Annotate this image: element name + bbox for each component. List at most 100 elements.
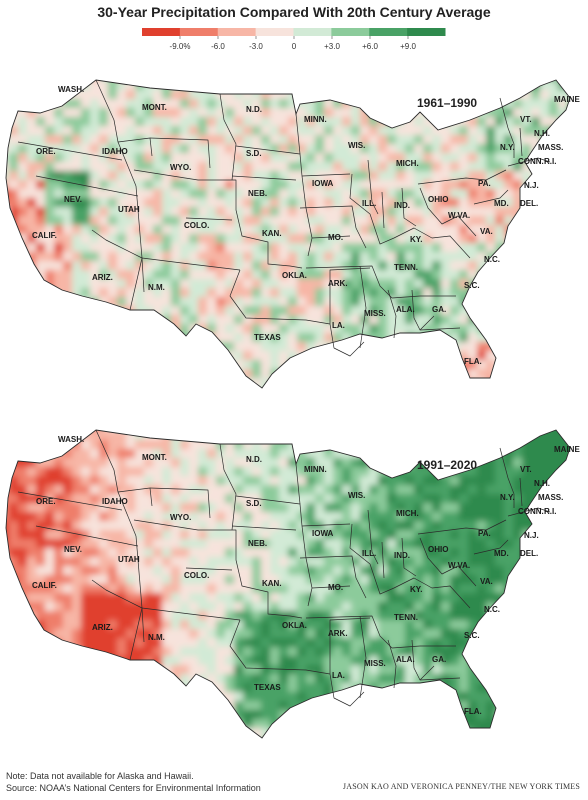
state-label: ILL. <box>362 549 376 558</box>
state-label: VA. <box>480 577 493 586</box>
map-1961-1990-svg: WASH. ORE. CALIF. IDAHO NEV. MONT. WYO. UTAH COL… <box>5 79 580 389</box>
map-1961-1990: WASH. ORE. CALIF. IDAHO NEV. MONT. WYO. UTAH COL… <box>0 58 588 408</box>
state-label: OHIO <box>428 545 448 554</box>
state-label: TENN. <box>394 263 418 272</box>
state-label: KAN. <box>262 579 282 588</box>
state-label: LA. <box>332 321 345 330</box>
state-label: CALIF. <box>32 581 57 590</box>
state-label: KAN. <box>262 229 282 238</box>
map-period-label: 1961–1990 <box>417 96 478 110</box>
state-label: WIS. <box>348 491 365 500</box>
state-label: ARK. <box>328 279 348 288</box>
legend-tick-label: +3.0 <box>324 42 340 51</box>
legend-tick-label: -9.0% <box>170 42 191 51</box>
state-label: MISS. <box>364 309 386 318</box>
state-label: N.D. <box>246 455 262 464</box>
state-label: COLO. <box>184 571 209 580</box>
state-label: ALA. <box>396 655 415 664</box>
state-label: PA. <box>478 529 491 538</box>
state-label: KY. <box>410 235 422 244</box>
state-label: N.M. <box>148 633 165 642</box>
state-label: WYO. <box>170 163 191 172</box>
legend-tick-label: +6.0 <box>362 42 378 51</box>
state-label: MAINE <box>554 445 580 454</box>
state-label: LA. <box>332 671 345 680</box>
legend-tick-label: 0 <box>292 42 297 51</box>
map-period-label: 1991–2020 <box>417 458 478 472</box>
state-label: PA. <box>478 179 491 188</box>
legend-swatch <box>217 28 257 36</box>
legend-swatch <box>407 28 446 36</box>
state-label: N.H. <box>534 129 550 138</box>
state-label: ALA. <box>396 305 415 314</box>
state-label: MONT. <box>142 103 167 112</box>
state-label: W.VA. <box>448 211 470 220</box>
state-label: VT. <box>520 465 532 474</box>
state-label: IDAHO <box>102 497 128 506</box>
footer-note: Note: Data not available for Alaska and … <box>6 771 194 781</box>
state-label: DEL. <box>520 549 538 558</box>
footer-source: Source: NOAA’s National Centers for Envi… <box>6 783 261 793</box>
legend-scale: -9.0% -6.0 -3.0 0 +3.0 +6.0 +9.0 <box>142 28 446 51</box>
state-label: MO. <box>328 233 343 242</box>
state-borders <box>17 79 551 357</box>
state-label: NEV. <box>64 545 82 554</box>
state-label: N.J. <box>524 181 539 190</box>
state-label: VA. <box>480 227 493 236</box>
state-label: N.M. <box>148 283 165 292</box>
state-label: N.D. <box>246 105 262 114</box>
state-label: MICH. <box>396 509 419 518</box>
state-label: ORE. <box>36 147 56 156</box>
state-label: N.Y. <box>500 493 515 502</box>
legend-swatch <box>293 28 332 36</box>
state-label: MD. <box>494 199 509 208</box>
state-label: N.C. <box>484 255 500 264</box>
state-label: MINN. <box>304 115 327 124</box>
state-label: KY. <box>410 585 422 594</box>
state-label: WYO. <box>170 513 191 522</box>
state-label: NEB. <box>248 539 267 548</box>
state-label: FLA. <box>464 357 482 366</box>
state-label: IDAHO <box>102 147 128 156</box>
state-label: CONN. <box>518 157 544 166</box>
state-label: UTAH <box>118 205 140 214</box>
state-label: TENN. <box>394 613 418 622</box>
legend-swatch <box>142 28 181 36</box>
state-label: COLO. <box>184 221 209 230</box>
state-label: MAINE <box>554 95 580 104</box>
state-label: ORE. <box>36 497 56 506</box>
state-label: W.VA. <box>448 561 470 570</box>
state-label: S.C. <box>464 631 480 640</box>
state-label: WASH. <box>58 85 84 94</box>
state-label: N.Y. <box>500 143 515 152</box>
state-label: UTAH <box>118 555 140 564</box>
state-label: MASS. <box>538 493 563 502</box>
state-label: GA. <box>432 305 446 314</box>
state-label: NEB. <box>248 189 267 198</box>
legend: -9.0% -6.0 -3.0 0 +3.0 +6.0 +9.0 <box>0 26 588 56</box>
state-label: MONT. <box>142 453 167 462</box>
legend-tick-label: -3.0 <box>249 42 263 51</box>
legend-tick-label: -6.0 <box>211 42 225 51</box>
state-label: MICH. <box>396 159 419 168</box>
state-label: MINN. <box>304 465 327 474</box>
state-label: ARIZ. <box>92 623 113 632</box>
legend-swatch <box>255 28 294 36</box>
state-label: OKLA. <box>282 271 307 280</box>
map-1991-2020: WASH. ORE. CALIF. IDAHO NEV. MONT. WYO. UTAH COL… <box>0 408 588 758</box>
state-label: N.J. <box>524 531 539 540</box>
state-label: MO. <box>328 583 343 592</box>
state-label: MISS. <box>364 659 386 668</box>
state-label: IND. <box>394 201 410 210</box>
state-label: R.I. <box>544 157 556 166</box>
state-label: CONN. <box>518 507 544 516</box>
state-label: ILL. <box>362 199 376 208</box>
state-label: S.C. <box>464 281 480 290</box>
state-label: IOWA <box>312 179 334 188</box>
map-1991-2020-svg: WASH. ORE. CALIF. IDAHO NEV. MONT. WYO. UTAH COL… <box>5 429 580 739</box>
country-outline <box>5 79 571 389</box>
footer-notes: Note: Data not available for Alaska and … <box>6 770 261 794</box>
state-label: MASS. <box>538 143 563 152</box>
state-label: IND. <box>394 551 410 560</box>
state-label: MD. <box>494 549 509 558</box>
